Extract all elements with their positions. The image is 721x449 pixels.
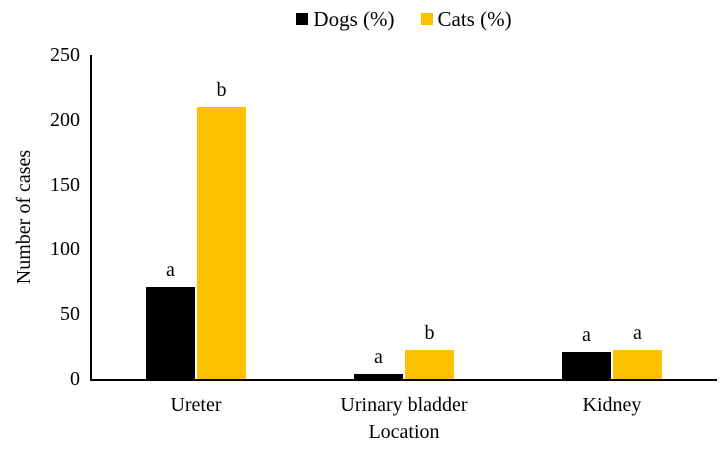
significance-label-cats-kidney: a — [633, 322, 642, 345]
y-tick-label: 100 — [50, 238, 80, 261]
y-axis-title: Number of cases — [13, 149, 35, 285]
legend-label: Dogs (%) — [313, 7, 395, 31]
legend-item-cats: Cats (%) — [420, 7, 512, 31]
significance-label-dogs-urinary-bladder: a — [374, 345, 383, 368]
bar-dogs-kidney — [562, 351, 611, 379]
y-tick-label: 0 — [70, 368, 80, 390]
plot-area-axes — [90, 55, 717, 381]
legend-label: Cats (%) — [437, 7, 512, 31]
y-tick-label: 250 — [50, 44, 80, 66]
bar-cats-urinary-bladder — [405, 350, 454, 379]
legend-swatch-cats — [420, 13, 433, 25]
significance-label-cats-urinary-bladder: b — [424, 322, 435, 345]
y-tick-label: 150 — [50, 173, 80, 196]
bar-dogs-ureter — [146, 286, 195, 379]
bar-cats-kidney — [613, 350, 662, 379]
significance-label-cats-ureter: b — [216, 78, 227, 101]
y-tick-label: 50 — [60, 303, 80, 326]
chart-legend: Dogs (%) Cats (%) — [92, 6, 716, 32]
x-tick-label-kidney: Kidney — [582, 394, 642, 416]
legend-item-dogs: Dogs (%) — [296, 7, 395, 31]
bar-dogs-urinary-bladder — [354, 373, 403, 379]
legend-swatch-dogs — [296, 13, 309, 25]
significance-label-dogs-ureter: a — [166, 258, 175, 281]
x-axis-title: Location — [368, 421, 440, 443]
bar-cats-ureter — [197, 106, 246, 379]
x-tick-label-ureter: Ureter — [170, 394, 222, 416]
y-tick-label: 200 — [50, 108, 80, 131]
x-tick-label-urinary-bladder: Urinary bladder — [340, 394, 468, 416]
significance-label-dogs-kidney: a — [582, 323, 591, 346]
